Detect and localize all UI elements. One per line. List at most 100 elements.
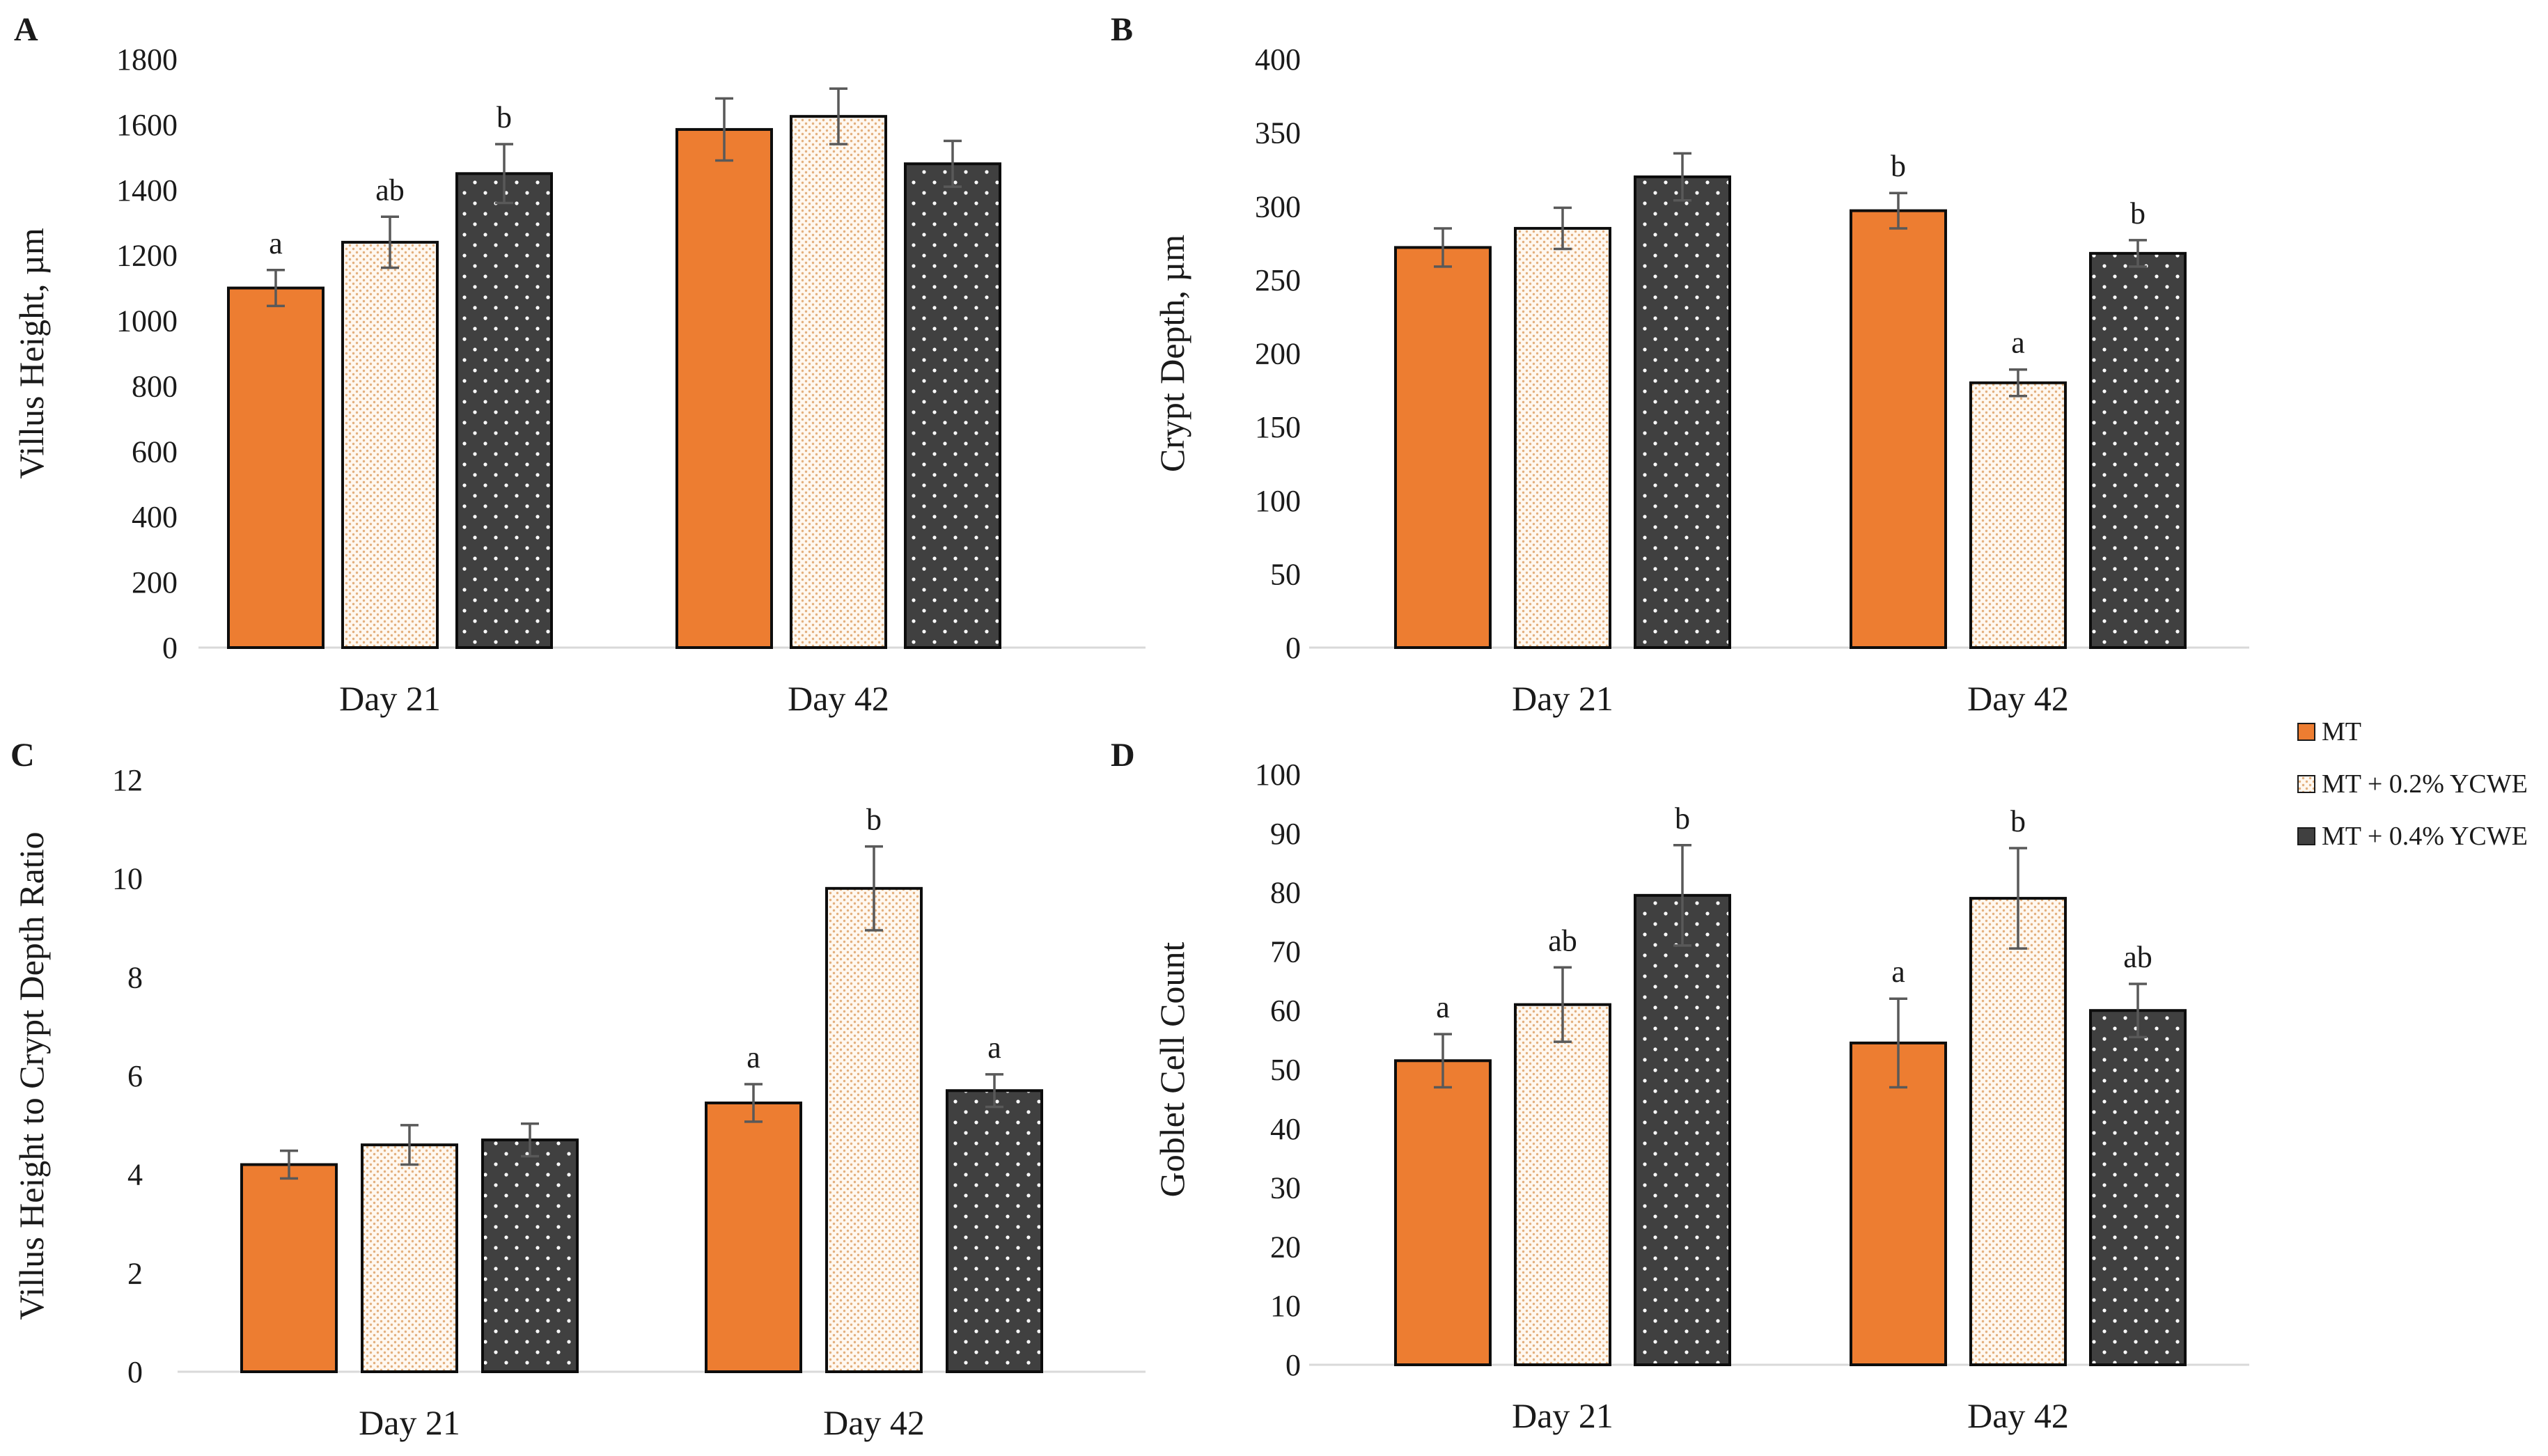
significance-label: a — [2011, 326, 2025, 360]
error-bar — [944, 139, 962, 188]
error-bar — [715, 97, 733, 162]
significance-label: ab — [1548, 923, 1577, 957]
error-bar — [985, 1073, 1003, 1109]
error-bar — [495, 143, 513, 205]
y-tick-label: 200 — [132, 565, 178, 600]
significance-label: a — [1891, 955, 1905, 989]
y-tick-label: 250 — [1255, 263, 1301, 297]
y-tick-label: 80 — [1270, 876, 1301, 910]
y-tick-label: 10 — [112, 862, 143, 896]
significance-label: b — [1891, 149, 1906, 183]
y-tick-label: 70 — [1270, 934, 1301, 969]
bar-ycwe-04 — [481, 1138, 579, 1374]
bar-ycwe-02 — [1514, 226, 1611, 649]
bar-mt — [705, 1101, 802, 1374]
legend: MT MT + 0.2% YCWE MT + 0.4% YCWE — [2297, 717, 2528, 851]
bar-mt — [1850, 209, 1947, 649]
bar-mt — [675, 127, 773, 650]
x-category-label: Day 21 — [359, 1403, 460, 1442]
x-category-label: Day 21 — [1512, 1396, 1613, 1435]
error-bar — [1673, 844, 1691, 947]
bar-ycwe-04 — [946, 1089, 1043, 1373]
error-bar — [2129, 239, 2147, 268]
significance-label: b — [866, 803, 882, 837]
x-category-label: Day 42 — [788, 679, 889, 718]
y-tick-label: 100 — [1255, 758, 1301, 792]
bar-mt — [1394, 246, 1492, 649]
panel-letter: D — [1111, 737, 1135, 774]
significance-label: ab — [2123, 940, 2152, 974]
x-category-label: Day 42 — [1967, 1396, 2069, 1435]
x-category-label: Day 42 — [1967, 679, 2069, 718]
panel-b-crypt-depth: B Crypt Depth, µm 0 50 100 150 200 250 300 350 400… — [1111, 11, 2249, 718]
significance-label: b — [497, 100, 512, 134]
y-tick-label: 50 — [1270, 1053, 1301, 1087]
panel-d-goblet-cell-count: D Goblet Cell Count 0 10 20 30 40 50 60 70 80 90 100… — [1111, 737, 2249, 1435]
significance-label: ab — [375, 173, 405, 207]
legend-swatch-ycwe-02 — [2297, 775, 2315, 793]
y-tick-label: 0 — [1285, 1348, 1301, 1382]
y-tick-label: 8 — [127, 960, 143, 994]
y-axis-label: Goblet Cell Count — [1152, 942, 1191, 1198]
y-tick-label: 800 — [132, 369, 178, 403]
panel-letter: C — [10, 737, 35, 774]
y-tick-label: 100 — [1255, 484, 1301, 518]
y-axis-label: Villus Height to Crypt Depth Ratio — [12, 831, 51, 1320]
y-tick-label: 1000 — [116, 304, 178, 338]
x-category-label: Day 21 — [339, 679, 441, 718]
y-tick-label: 400 — [1255, 42, 1301, 77]
error-bar — [1434, 227, 1452, 268]
y-tick-label: 1400 — [116, 173, 178, 208]
error-bar — [1554, 966, 1572, 1043]
y-tick-label: 200 — [1255, 337, 1301, 371]
bar-mt — [240, 1163, 338, 1373]
bar-ycwe-04 — [904, 162, 1001, 649]
y-tick-label: 1600 — [116, 108, 178, 142]
error-bar — [744, 1083, 763, 1123]
bar-ycwe-04 — [455, 172, 553, 650]
bar-ycwe-02 — [1514, 1003, 1611, 1366]
y-tick-label: 0 — [1285, 631, 1301, 665]
panel-letter: B — [1111, 11, 1133, 48]
significance-label: a — [1436, 990, 1450, 1024]
y-tick-label: 400 — [132, 500, 178, 534]
bar-ycwe-04 — [2089, 251, 2187, 650]
bar-mt — [227, 286, 325, 650]
y-tick-label: 20 — [1270, 1230, 1301, 1264]
y-tick-label: 2 — [127, 1256, 143, 1290]
bar-mt — [1850, 1041, 1947, 1366]
error-bar — [2129, 983, 2147, 1039]
y-tick-label: 6 — [127, 1059, 143, 1093]
legend-label-ycwe-04: MT + 0.4% YCWE — [2322, 822, 2528, 851]
panel-letter: A — [14, 11, 38, 48]
bar-ycwe-04 — [1634, 893, 1731, 1366]
y-tick-label: 0 — [162, 631, 178, 665]
bar-ycwe-02 — [361, 1143, 458, 1373]
legend-label-mt: MT — [2322, 717, 2361, 746]
y-tick-label: 1800 — [116, 42, 178, 77]
bar-ycwe-02 — [1969, 897, 2067, 1366]
error-bar — [829, 87, 847, 146]
error-bar — [1673, 152, 1691, 202]
error-bar — [1554, 206, 1572, 251]
legend-swatch-mt — [2297, 723, 2315, 741]
error-bar — [280, 1149, 298, 1180]
y-tick-label: 90 — [1270, 817, 1301, 851]
bar-ycwe-02 — [790, 115, 887, 649]
bar-ycwe-02 — [341, 240, 439, 649]
y-tick-label: 150 — [1255, 410, 1301, 444]
bar-mt — [1394, 1059, 1492, 1367]
y-tick-label: 300 — [1255, 189, 1301, 224]
y-tick-label: 350 — [1255, 116, 1301, 150]
y-tick-label: 50 — [1270, 557, 1301, 591]
bar-ycwe-04 — [1634, 175, 1731, 649]
y-tick-label: 4 — [127, 1158, 143, 1192]
x-category-label: Day 21 — [1512, 679, 1613, 718]
error-bar — [1434, 1033, 1452, 1089]
bar-ycwe-02 — [825, 886, 923, 1374]
error-bar — [400, 1124, 419, 1166]
y-tick-label: 600 — [132, 435, 178, 469]
y-tick-label: 30 — [1270, 1171, 1301, 1205]
error-bar — [267, 269, 285, 308]
